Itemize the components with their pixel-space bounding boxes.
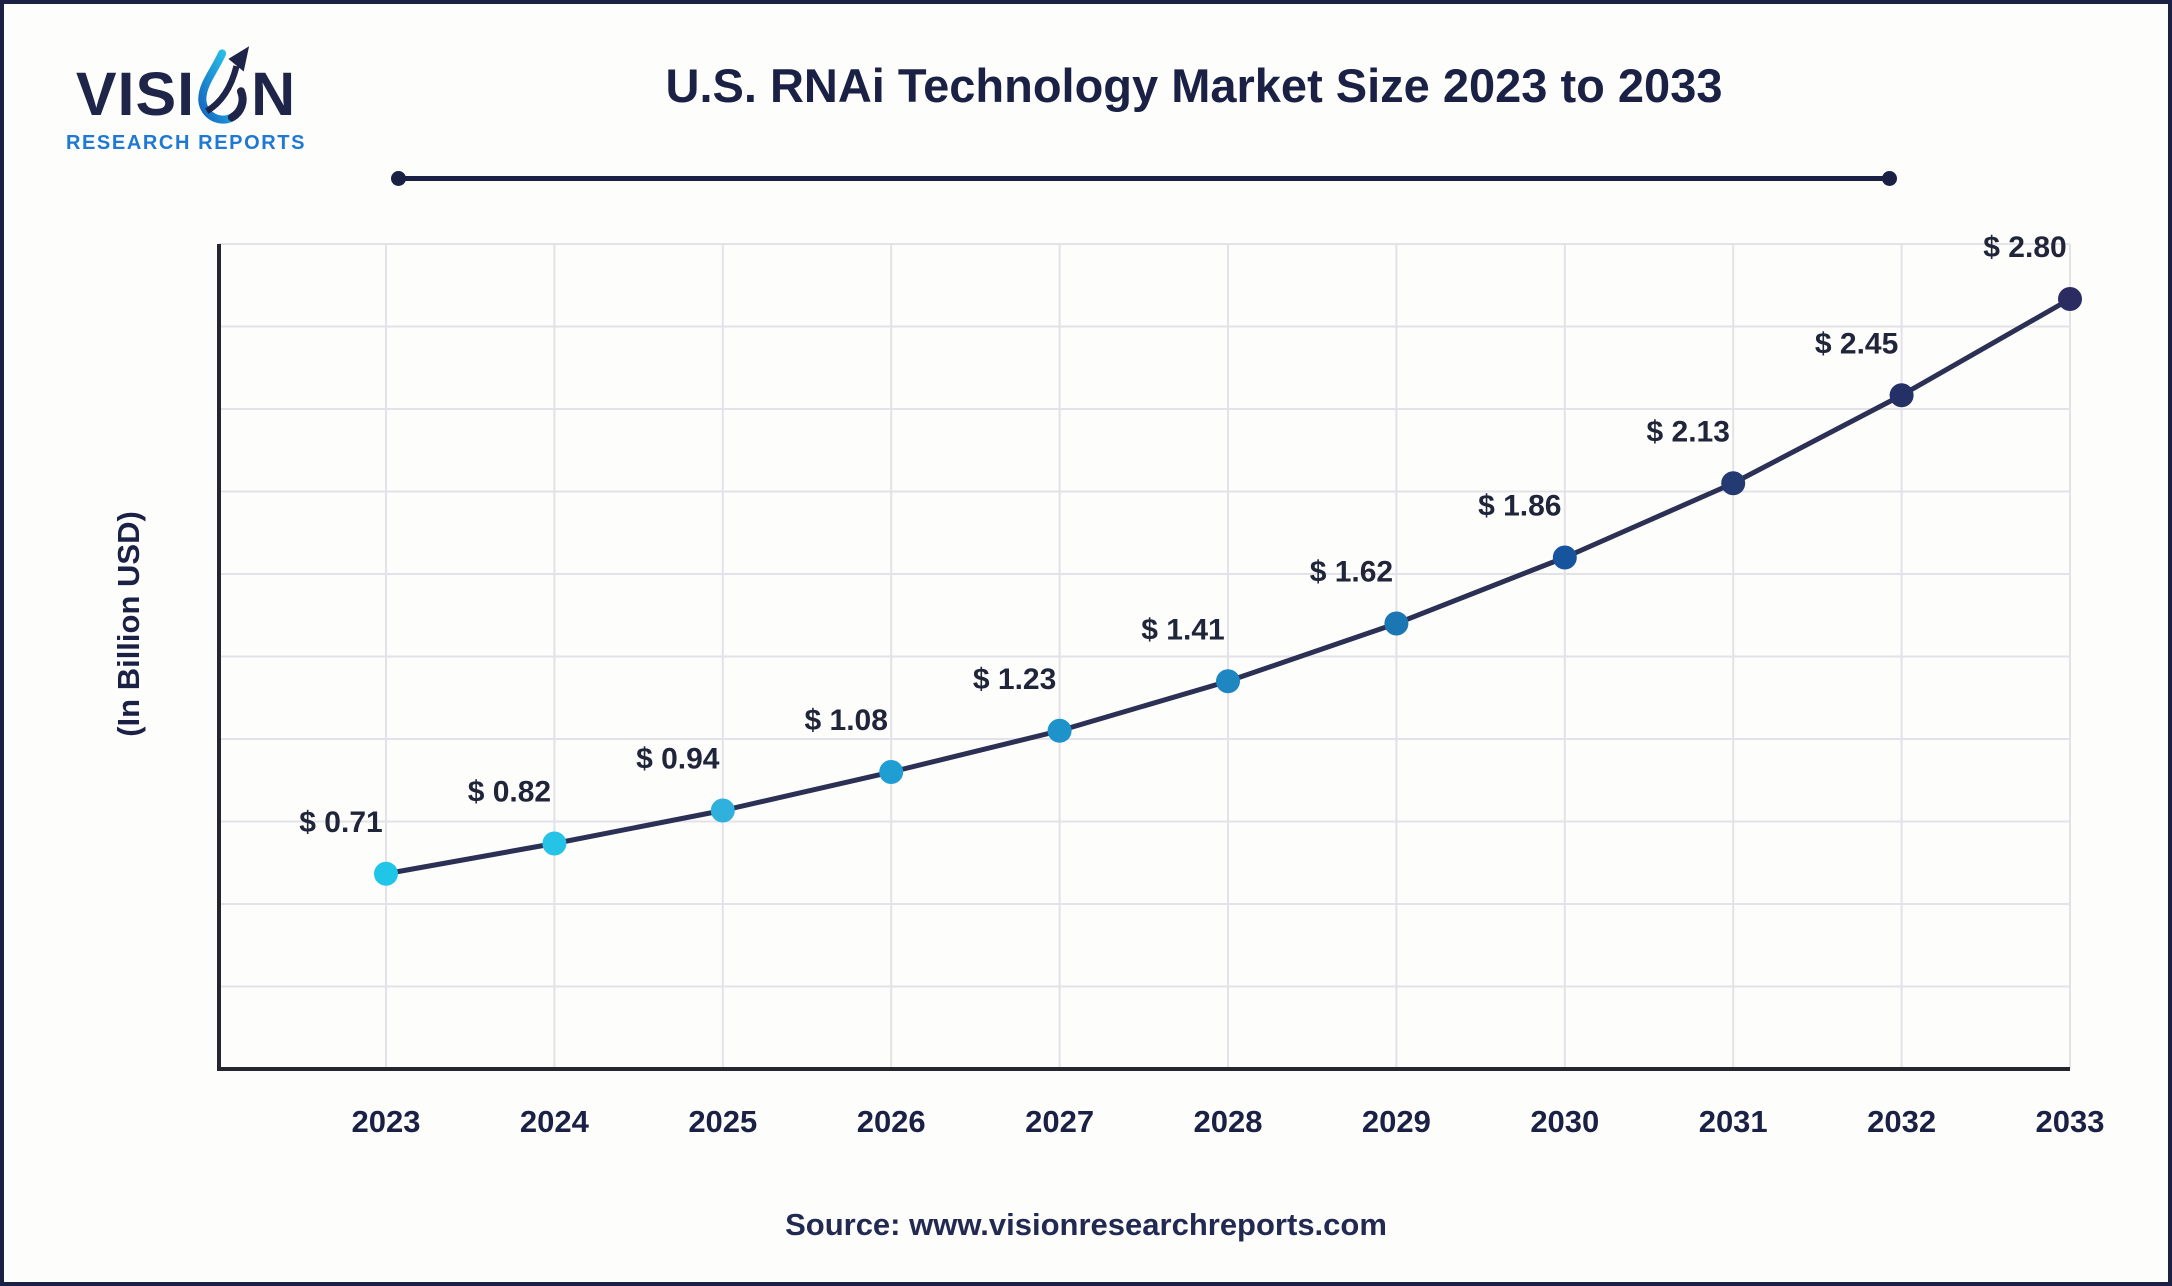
value-label-2028: $ 1.41: [1141, 613, 1224, 646]
value-label-2027: $ 1.23: [973, 663, 1056, 696]
value-label-2029: $ 1.62: [1310, 556, 1393, 589]
brand-logo-wordmark: VISI N: [58, 42, 314, 125]
data-point-2032: [1889, 383, 1914, 408]
market-size-chart: $ 0.71 2023 $ 0.82 2024 $ 0.94 2025 $ 1.08 2026…: [217, 231, 2105, 1139]
year-label-2031: 2031: [1699, 1104, 1768, 1139]
brand-logo-text-start: VISI: [75, 60, 196, 128]
data-point-2024: [542, 831, 567, 856]
page-title: U.S. RNAi Technology Market Size 2023 to…: [665, 59, 1723, 112]
value-label-2026: $ 1.08: [804, 704, 887, 737]
brand-tagline: RESEARCH REPORTS: [65, 132, 307, 154]
year-label-2023: 2023: [352, 1104, 421, 1139]
data-point-2030: [1552, 545, 1577, 570]
year-label-2025: 2025: [688, 1104, 757, 1139]
value-label-2032: $ 2.45: [1815, 327, 1898, 360]
data-point-2025: [710, 798, 735, 823]
year-label-2024: 2024: [520, 1104, 590, 1139]
data-point-2031: [1721, 471, 1746, 496]
year-label-2032: 2032: [1867, 1104, 1936, 1139]
value-label-2033: $ 2.80: [1983, 231, 2066, 264]
source-text: Source: www.visionresearchreports.com: [785, 1207, 1387, 1242]
data-point-2028: [1216, 669, 1240, 694]
value-label-2030: $ 1.86: [1478, 490, 1561, 523]
value-label-2031: $ 2.13: [1646, 415, 1729, 448]
year-label-2027: 2027: [1025, 1104, 1094, 1139]
year-label-2030: 2030: [1530, 1104, 1599, 1139]
title-divider: [391, 171, 1897, 186]
data-point-2023: [374, 861, 398, 886]
brand-logo-text-end: N: [251, 60, 297, 128]
data-point-2027: [1047, 718, 1072, 743]
year-label-2033: 2033: [2036, 1104, 2105, 1139]
year-label-2029: 2029: [1362, 1104, 1431, 1139]
data-point-2026: [879, 760, 904, 784]
brand-logo: VISI N RESEARCH REPORTS: [58, 42, 314, 155]
data-point-2029: [1384, 611, 1409, 636]
value-label-2024: $ 0.82: [468, 776, 551, 809]
data-point-2033: [2058, 287, 2082, 311]
value-label-2025: $ 0.94: [636, 743, 720, 776]
value-label-2023: $ 0.71: [299, 806, 382, 839]
year-label-2026: 2026: [857, 1104, 926, 1139]
year-label-2028: 2028: [1194, 1104, 1263, 1139]
droplet-arrow-icon: [198, 46, 250, 124]
